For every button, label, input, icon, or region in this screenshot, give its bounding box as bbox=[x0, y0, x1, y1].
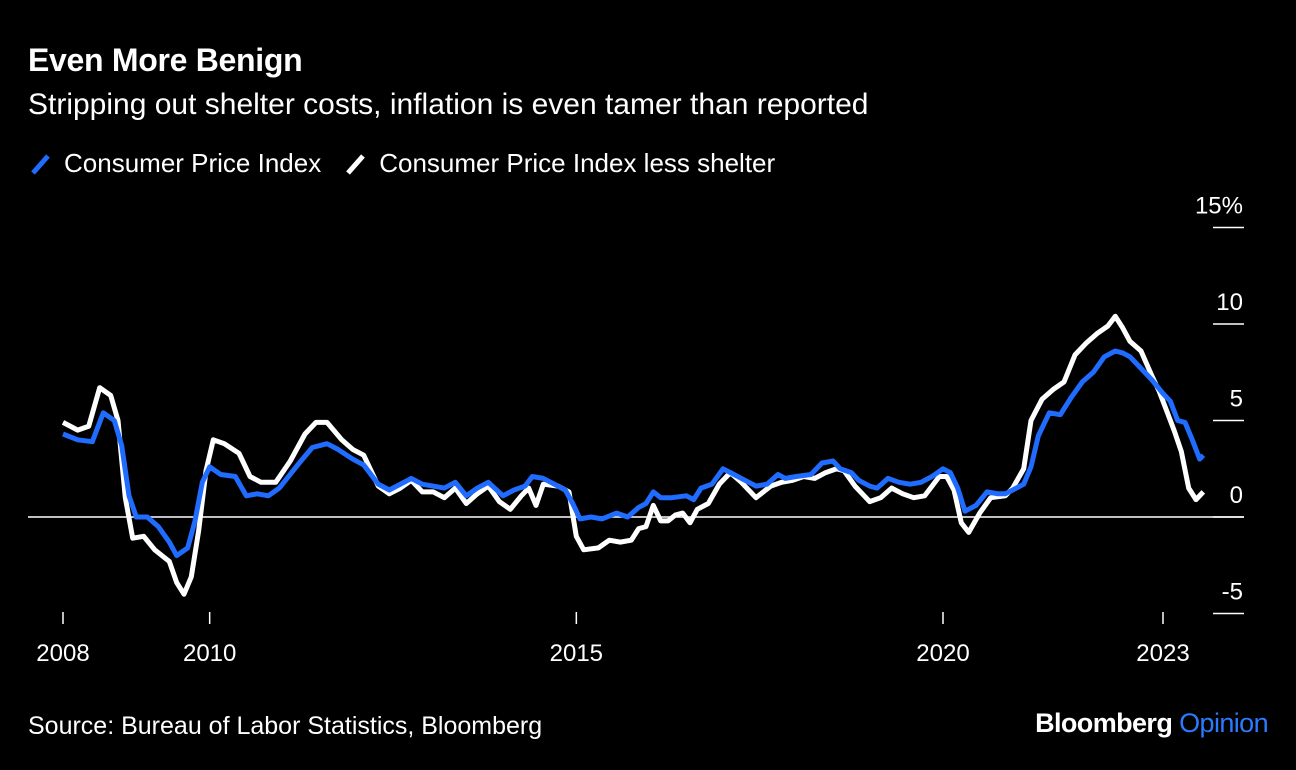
x-tick-label-0: 2008 bbox=[36, 640, 89, 667]
x-tick-label-2: 2015 bbox=[550, 640, 603, 667]
chart-subtitle: Stripping out shelter costs, inflation i… bbox=[28, 88, 869, 121]
chart-title: Even More Benign bbox=[28, 42, 303, 78]
legend-label-cpi: Consumer Price Index bbox=[64, 148, 322, 178]
y-tick-label-1: 10 bbox=[1216, 289, 1243, 316]
y-tick-label-3: 0 bbox=[1230, 482, 1243, 509]
y-tick-label-4: -5 bbox=[1222, 579, 1243, 606]
brand-accent: Opinion bbox=[1179, 708, 1268, 738]
series-line-cpi-less-shelter bbox=[61, 313, 1206, 597]
x-axis: 2008 2010 2015 2020 2023 bbox=[36, 612, 1190, 667]
legend-label-cpi-less-shelter: Consumer Price Index less shelter bbox=[379, 148, 776, 178]
legend: Consumer Price Index Consumer Price Inde… bbox=[28, 148, 797, 179]
brand-logo: Bloomberg Opinion bbox=[1035, 708, 1268, 739]
y-tick-label-2: 5 bbox=[1230, 386, 1243, 413]
legend-item-cpi-less-shelter: Consumer Price Index less shelter bbox=[343, 148, 775, 179]
x-tick-label-4: 2023 bbox=[1136, 640, 1189, 667]
series-layer bbox=[61, 313, 1206, 597]
legend-swatch-cpi bbox=[31, 153, 50, 175]
legend-swatch-cpi-less-shelter bbox=[346, 153, 366, 175]
brand-main: Bloomberg bbox=[1035, 708, 1173, 738]
x-tick-label-3: 2020 bbox=[916, 640, 969, 667]
legend-item-cpi: Consumer Price Index bbox=[28, 148, 321, 179]
y-tick-label-0: 15% bbox=[1195, 193, 1243, 220]
y-axis: 15% 10 5 0 -5 bbox=[28, 193, 1244, 615]
source-note: Source: Bureau of Labor Statistics, Bloo… bbox=[28, 712, 543, 740]
x-tick-label-1: 2010 bbox=[183, 640, 236, 667]
series-line-cpi bbox=[62, 348, 1206, 559]
